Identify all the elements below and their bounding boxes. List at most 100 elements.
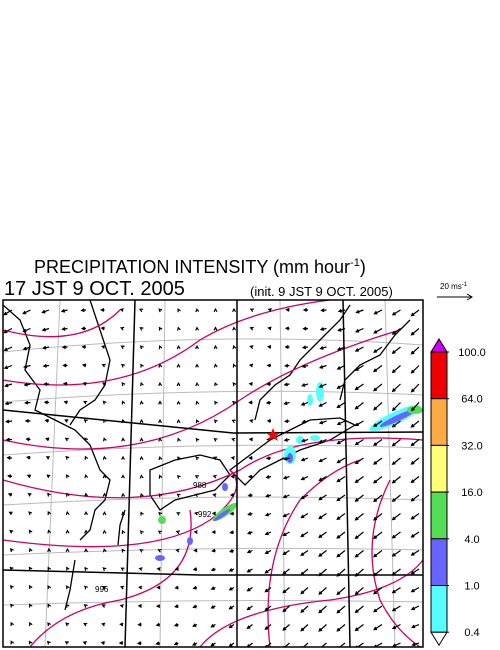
wind-vector <box>177 456 181 461</box>
wind-vector <box>176 418 181 424</box>
wind-vector <box>213 363 218 368</box>
wind-vector <box>410 346 420 355</box>
wind-vector <box>284 419 290 424</box>
map-frame <box>2 299 424 648</box>
wind-vector <box>301 364 309 369</box>
wind-vector <box>300 475 309 481</box>
wind-vector <box>29 603 33 608</box>
map: 988 992 996 <box>3 300 423 647</box>
wind-vector <box>373 531 383 540</box>
wind-vector <box>27 493 32 497</box>
wind-vector <box>47 566 52 571</box>
wind-vector <box>80 326 87 331</box>
wind-vector <box>139 474 144 479</box>
wind-vector <box>302 307 309 312</box>
wind-vector <box>193 511 199 516</box>
wind-vector <box>41 327 50 332</box>
wind-vector <box>318 513 327 520</box>
colorbar-label: 64.0 <box>461 394 482 406</box>
wind-vector <box>194 475 199 479</box>
wind-vector <box>193 530 198 534</box>
wind-vector <box>42 345 50 350</box>
wind-vector <box>25 437 31 442</box>
location-star <box>266 428 280 441</box>
wind-vector <box>47 492 51 497</box>
wind-vector <box>139 326 144 331</box>
wind-vector <box>157 548 162 553</box>
wind-vector <box>121 511 126 516</box>
wind-vector <box>410 402 420 412</box>
wind-vector <box>41 309 50 314</box>
wind-vector <box>410 531 420 538</box>
wind-vector <box>7 492 13 497</box>
wind-vector <box>157 530 162 535</box>
wind-vector <box>60 308 68 313</box>
wind-vector <box>246 549 253 554</box>
colorbar-label: 100.0 <box>458 347 486 359</box>
wind-vector <box>410 568 420 575</box>
colorbar-box <box>430 491 448 540</box>
wind-vector <box>391 439 401 447</box>
wind-vector <box>84 437 89 442</box>
wind-vector <box>285 307 290 312</box>
wind-vector <box>62 381 68 386</box>
wind-vector <box>300 587 309 595</box>
wind-vector <box>121 548 126 553</box>
wind-vector <box>282 494 290 499</box>
wind-vector <box>264 512 272 517</box>
wind-vector <box>100 308 105 312</box>
wind-vector <box>192 585 198 590</box>
wind-vector <box>246 624 253 630</box>
wind-vector <box>61 345 68 350</box>
wind-vector <box>136 641 142 646</box>
wind-vector <box>264 605 272 612</box>
wind-vector <box>373 494 383 503</box>
wind-vector <box>65 529 70 534</box>
wind-vector <box>158 493 163 498</box>
wind-vector <box>214 400 218 405</box>
wind-vector <box>302 326 309 331</box>
wind-vector <box>410 605 420 611</box>
wind-vector <box>28 547 33 553</box>
colorbar-under <box>430 631 448 647</box>
wind-vector <box>158 345 163 350</box>
wind-vector <box>195 381 200 387</box>
wind-vector <box>355 327 364 333</box>
wind-vector <box>83 419 88 423</box>
wind-vector <box>373 383 383 392</box>
wind-vector <box>318 401 327 407</box>
wind-vector <box>247 493 253 498</box>
wind-vector <box>354 476 364 484</box>
wind-vector <box>177 308 181 313</box>
wind-vector <box>373 365 383 373</box>
wind-vector <box>248 437 253 442</box>
wind-vector <box>354 383 364 391</box>
wind-vector <box>103 437 107 442</box>
wind-vector <box>102 492 107 497</box>
wind-vector <box>158 437 163 442</box>
wind-vector <box>195 419 200 424</box>
wind-vector <box>336 550 346 558</box>
wind-vector <box>391 513 401 521</box>
wind-vector <box>354 624 364 632</box>
wind-vector <box>64 641 69 645</box>
colorbar-label: 1.0 <box>464 581 479 593</box>
wind-vector <box>102 511 107 516</box>
wind-vector <box>336 475 346 483</box>
colorbar-label: 32.0 <box>461 440 482 452</box>
wind-vector <box>82 641 87 645</box>
wind-vector <box>301 345 309 350</box>
wind-vector <box>267 308 272 312</box>
wind-vector <box>229 493 235 497</box>
wind-vector <box>10 603 14 608</box>
wind-vector <box>47 510 52 516</box>
wind-vector <box>336 494 346 502</box>
wind-vector <box>373 550 383 558</box>
wind-vector <box>42 363 50 368</box>
wind-vector <box>410 328 420 336</box>
wind-vector <box>300 401 309 406</box>
wind-vector <box>195 307 200 313</box>
wind-vector <box>318 383 327 388</box>
contour-label: 996 <box>95 585 109 594</box>
wind-vector <box>176 381 181 387</box>
